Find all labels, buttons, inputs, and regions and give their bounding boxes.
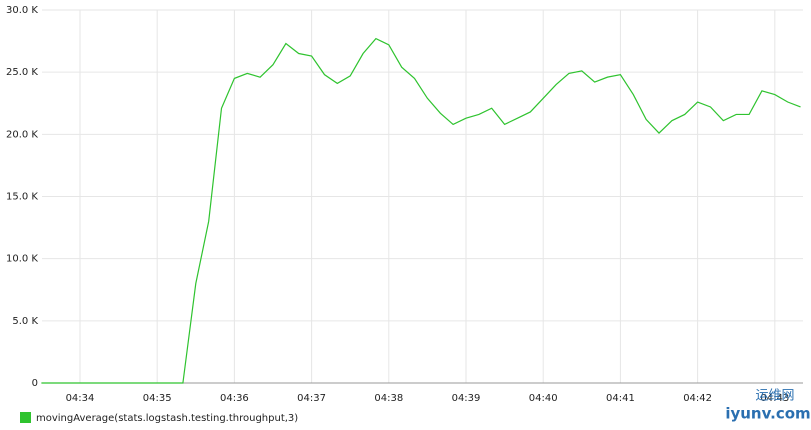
- y-tick-label: 30.0 K: [6, 5, 38, 16]
- watermark: iyunv.com: [725, 405, 810, 423]
- x-tick-label: 04:41: [606, 393, 635, 404]
- x-tick-label: 04:38: [374, 393, 403, 404]
- legend-swatch: [20, 412, 31, 423]
- x-tick-label: 04:40: [529, 393, 558, 404]
- legend-label: movingAverage(stats.logstash.testing.thr…: [36, 413, 298, 424]
- x-tick-label: 04:43: [760, 393, 789, 404]
- y-tick-label: 10.0 K: [6, 254, 38, 265]
- y-tick-label: 0: [32, 378, 38, 389]
- y-tick-label: 15.0 K: [6, 192, 38, 203]
- line-series: [41, 37, 801, 384]
- x-tick-label: 04:42: [683, 393, 712, 404]
- x-tick-label: 04:39: [452, 393, 481, 404]
- x-tick-label: 04:37: [297, 393, 326, 404]
- x-tick-label: 04:34: [66, 393, 95, 404]
- watermark: 运维网: [755, 389, 794, 404]
- x-tick-label: 04:35: [143, 393, 172, 404]
- y-tick-label: 20.0 K: [6, 129, 38, 140]
- x-tick-label: 04:36: [220, 393, 249, 404]
- y-tick-label: 5.0 K: [12, 316, 38, 327]
- y-tick-label: 25.0 K: [6, 67, 38, 78]
